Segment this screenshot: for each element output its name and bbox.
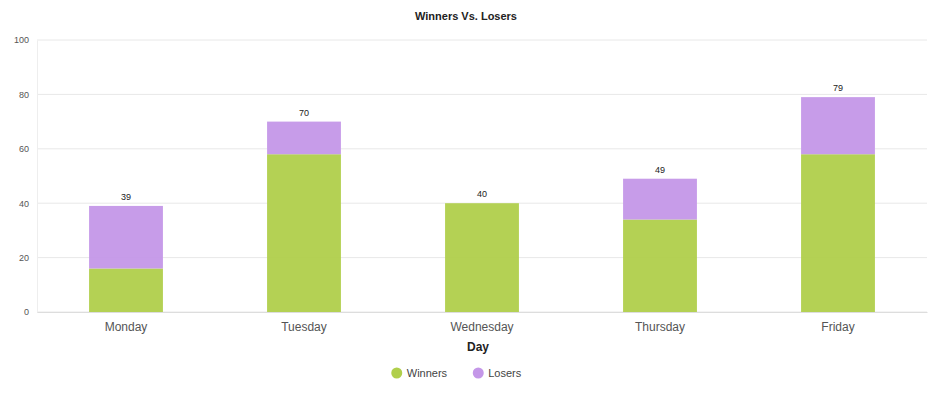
bar-segment [267,154,341,312]
y-tick: 20 [19,253,37,263]
y-axis-line [37,41,38,313]
data-label: 70 [299,108,309,118]
x-axis: Monday Tuesday Wednesday Thursday Friday [38,312,928,334]
x-tick: Thursday [635,312,685,334]
x-tick: Wednesday [450,312,513,334]
grid-line [37,148,927,149]
y-tick-label: 80 [19,90,29,100]
y-tick-label: 0 [24,307,29,317]
y-tick-label: 100 [14,35,29,45]
y-tick: 0 [24,307,37,317]
bar-segment [801,154,875,312]
x-tick: Monday [105,312,148,334]
title: Winners Vs. Losers [415,10,517,22]
y-tick: 60 [19,144,37,154]
legend-swatch [473,368,484,379]
bar-segment [89,206,163,269]
x-tick-label: Wednesday [450,320,513,334]
bar-segment [623,179,697,220]
y-axis: 0 20 40 60 80 100 [14,35,38,317]
legend-item: Winners [391,367,447,379]
bar-segment [89,268,163,312]
x-tick: Friday [821,312,854,334]
x-axis-line [38,312,928,313]
legend-label: Winners [407,367,448,379]
x-tick-label: Friday [821,320,854,334]
legend-label: Losers [488,367,522,379]
bar-segment [623,220,697,312]
legend: Winners Losers [391,367,522,379]
data-label: 40 [477,189,487,199]
x-tick-label: Monday [105,320,148,334]
grid-line [37,40,927,41]
y-tick: 40 [19,199,37,209]
data-label: 39 [121,192,131,202]
data-label: 79 [833,83,843,93]
grid [37,40,927,312]
legend-item: Losers [473,367,522,379]
x-tick-label: Tuesday [281,320,327,334]
x-tick: Tuesday [281,312,327,334]
y-tick-label: 60 [19,144,29,154]
bar-segment [445,203,519,204]
y-tick-label: 40 [19,199,29,209]
chart: 0 20 40 60 80 100 Monday Tuesday Wednesday Thursd… [0,0,932,395]
x-tick-label: Thursday [635,320,685,334]
y-tick: 80 [19,90,37,100]
bar-segment [801,97,875,154]
bar-segment [445,203,519,312]
bar-segment [267,122,341,155]
x-axis-title: Day [467,340,489,354]
bars [89,97,875,312]
legend-swatch [391,368,402,379]
data-label: 49 [655,165,665,175]
data-labels: 39 70 40 49 79 [121,83,843,202]
grid-line [37,94,927,95]
y-tick-label: 20 [19,253,29,263]
y-tick: 100 [14,35,37,45]
